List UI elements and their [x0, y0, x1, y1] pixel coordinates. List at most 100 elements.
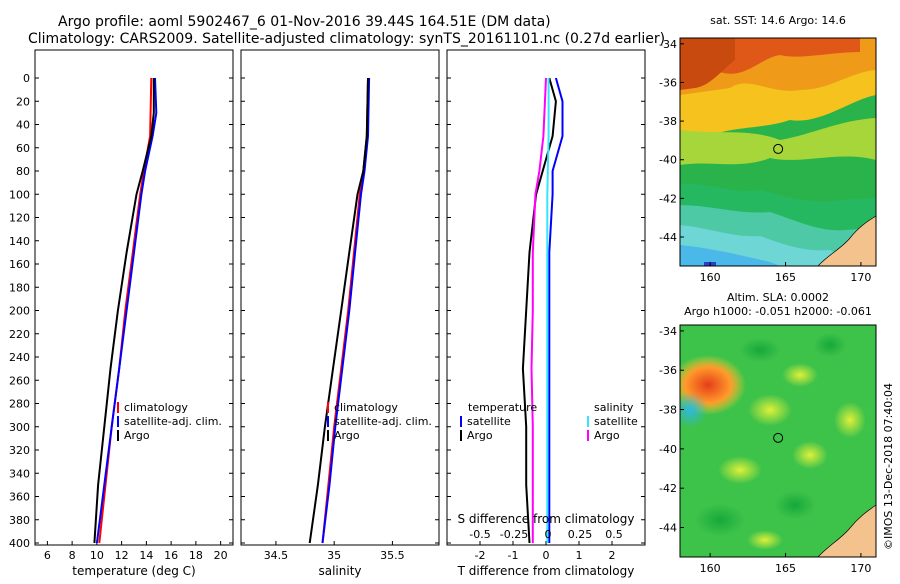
legend-label-t-satellite: satellite: [467, 415, 511, 428]
depth-tick-label: 320: [9, 444, 30, 457]
x-tick-label: -2: [475, 549, 486, 562]
sla-map-frame: [679, 324, 877, 558]
map-x-tick-label: 165: [775, 562, 796, 575]
x-tick-label: 1: [576, 549, 583, 562]
sla-map-subtitle: Argo h1000: -0.051 h2000: -0.061: [684, 305, 872, 318]
map-y-tick-label: -38: [659, 404, 677, 417]
depth-tick-label: 80: [16, 165, 30, 178]
x-tick-label: 34.5: [264, 549, 289, 562]
depth-tick-label: 260: [9, 374, 30, 387]
s-tick-4: 0.25: [568, 528, 593, 541]
profile-lines: [93, 77, 564, 544]
x-tick-label: 0: [543, 549, 550, 562]
depth-tick-label: 360: [9, 491, 30, 504]
legend-label-argo: Argo: [334, 429, 360, 442]
temperature-panel-frame: [34, 49, 234, 546]
salinity-legend: climatology satellite-adj. clim. Argo: [327, 401, 432, 442]
x-tick-label: 14: [139, 549, 153, 562]
depth-tick-label: 60: [16, 142, 30, 155]
depth-tick-label: 300: [9, 421, 30, 434]
depth-tick-label: 40: [16, 119, 30, 132]
s-tick-2: -0.25: [500, 528, 528, 541]
sst-map-axes: 160 165 170 -34 -36 -38 -40 -42 -44: [659, 38, 871, 284]
series-line-argo: [93, 78, 155, 544]
series-line-t-satellite: [548, 77, 564, 543]
s-difference-label: S difference from climatology: [458, 512, 635, 526]
depth-tick-label: 280: [9, 398, 30, 411]
depth-tick-label: 20: [16, 95, 30, 108]
map-x-tick-label: 160: [700, 271, 721, 284]
x-tick-label: 20: [214, 549, 228, 562]
depth-tick-label: 160: [9, 258, 30, 271]
x-tick-label: 10: [90, 549, 104, 562]
depth-tick-label: 340: [9, 467, 30, 480]
map-y-tick-label: -36: [659, 76, 677, 89]
sst-map-frame: [679, 37, 877, 267]
x-tick-label: 6: [44, 549, 51, 562]
x-tick-label: 8: [69, 549, 76, 562]
difference-legend: temperature satellite Argo salinity sate…: [460, 401, 638, 442]
sla-map-axes: 160 165 170 -34 -36 -38 -40 -42 -44: [659, 325, 871, 575]
depth-tick-label: 100: [9, 188, 30, 201]
x-tick-label: 18: [189, 549, 203, 562]
legend-label-s-satellite: satellite: [594, 415, 638, 428]
map-y-tick-label: -40: [659, 154, 677, 167]
temperature-xlabel: temperature (deg C): [72, 564, 195, 578]
salinity-panel-frame: [240, 49, 440, 546]
legend-label-climatology: climatology: [124, 401, 188, 414]
map-x-tick-label: 165: [775, 271, 796, 284]
legend-label-argo: Argo: [124, 429, 150, 442]
legend-label-climatology: climatology: [334, 401, 398, 414]
map-y-tick-label: -38: [659, 115, 677, 128]
legend-label-s-argo: Argo: [594, 429, 620, 442]
depth-tick-label: 200: [9, 305, 30, 318]
map-y-tick-label: -34: [659, 325, 677, 338]
x-tick-label: -1: [508, 549, 519, 562]
sst-map-title: sat. SST: 14.6 Argo: 14.6: [710, 14, 846, 27]
sla-argo-marker: [773, 432, 784, 443]
figure-title-line2: Climatology: CARS2009. Satellite-adjuste…: [28, 31, 665, 47]
x-tick-label: 2: [609, 549, 616, 562]
series-line-s-argo: [530, 77, 547, 543]
series-line-argo: [308, 77, 369, 544]
x-tick-label: 35: [327, 549, 341, 562]
legend-title-temperature: temperature: [468, 401, 537, 414]
map-x-tick-label: 170: [850, 562, 871, 575]
temperature-legend: climatology satellite-adj. clim. Argo: [117, 401, 222, 442]
depth-tick-label: 180: [9, 281, 30, 294]
s-tick-3: 0: [545, 528, 552, 541]
map-y-tick-label: -40: [659, 443, 677, 456]
depth-tick-label: 400: [9, 537, 30, 550]
series-line-s-satellite: [546, 78, 550, 543]
imos-timestamp: ©IMOS 13-Dec-2018 07:40:04: [882, 383, 895, 550]
depth-tick-label: 140: [9, 235, 30, 248]
depth-tick-label: 380: [9, 514, 30, 527]
x-tick-label: 35.5: [380, 549, 405, 562]
series-line-climatology: [98, 77, 153, 544]
map-y-tick-label: -42: [659, 482, 677, 495]
map-y-tick-label: -36: [659, 364, 677, 377]
legend-label-t-argo: Argo: [467, 429, 493, 442]
figure-title-line1: Argo profile: aoml 5902467_6 01-Nov-2016…: [58, 14, 551, 30]
series-line-satellite-adj-clim-: [321, 77, 371, 544]
axis-ticks: 0204060801001201401601802002202402602803…: [9, 72, 645, 562]
s-tick-5: 0.5: [605, 528, 623, 541]
series-line-t-argo: [521, 77, 557, 544]
legend-label-satellite: satellite-adj. clim.: [334, 415, 432, 428]
depth-tick-label: 120: [9, 212, 30, 225]
map-x-tick-label: 170: [850, 271, 871, 284]
series-line-climatology: [321, 77, 369, 544]
s-tick-1: -0.5: [469, 528, 490, 541]
map-x-tick-label: 160: [700, 562, 721, 575]
salinity-xlabel: salinity: [318, 564, 361, 578]
sla-map-image: [680, 325, 876, 557]
sla-map-title: Altim. SLA: 0.0002: [727, 291, 829, 304]
difference-panel-frame: [446, 49, 646, 546]
map-y-tick-label: -34: [659, 38, 677, 51]
depth-tick-label: 220: [9, 328, 30, 341]
sst-map-image: [680, 38, 876, 266]
legend-title-salinity: salinity: [594, 401, 634, 414]
map-y-tick-label: -44: [659, 231, 677, 244]
